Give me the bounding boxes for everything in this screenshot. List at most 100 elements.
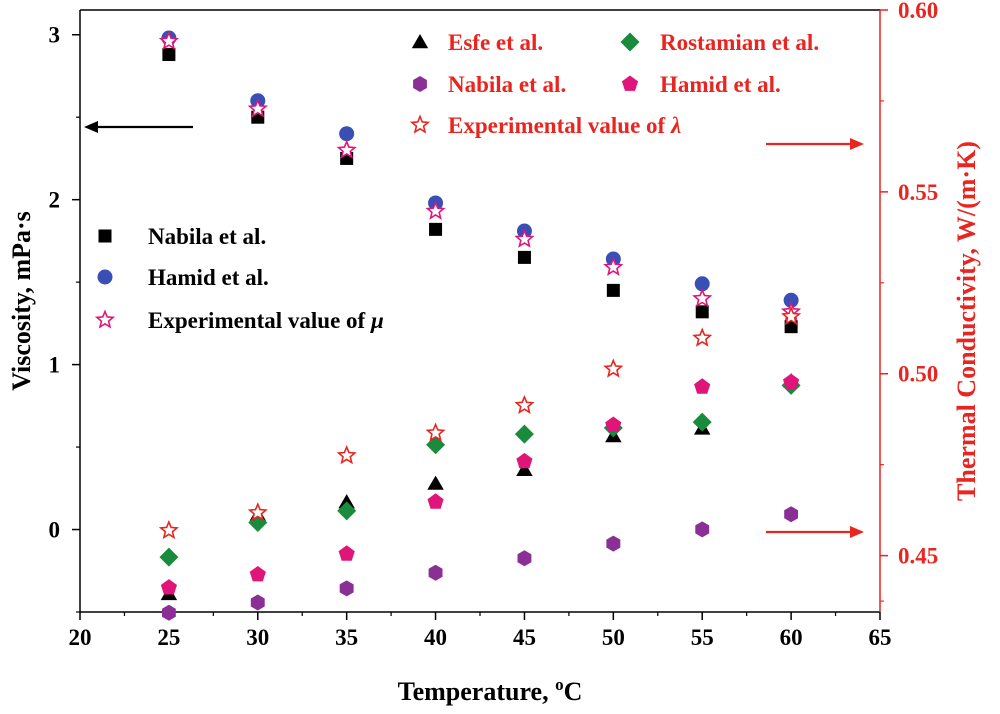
legend-label-text: Hamid et al.	[148, 265, 269, 290]
y-left-axis-title: Viscosity, mPa·s	[7, 211, 36, 391]
data-point	[158, 30, 179, 50]
annotation-layer	[84, 121, 864, 538]
y-right-tick-label: 0.45	[898, 544, 938, 569]
legend-marker	[413, 76, 427, 92]
y-right-tick-label: 0.50	[898, 362, 938, 387]
legend-label: Hamid et al.	[148, 265, 269, 290]
data-point	[160, 579, 177, 595]
legend-label: Hamid et al.	[660, 72, 781, 97]
x-axis-title: Temperature, oC	[398, 675, 583, 706]
data-point	[429, 222, 443, 236]
legend-label-text: Nabila et al.	[148, 224, 266, 249]
y-right-tick-label: 0.60	[898, 0, 938, 23]
legend-label: Nabila et al.	[148, 224, 266, 249]
data-point	[427, 475, 444, 490]
data-point	[338, 494, 355, 509]
data-point	[605, 416, 622, 432]
legend-label-text: Rostamian et al.	[660, 30, 819, 55]
data-point	[606, 283, 620, 297]
x-tick-label: 55	[691, 625, 714, 650]
data-point	[694, 276, 710, 292]
data-point	[337, 501, 357, 521]
arrow-head	[84, 121, 98, 133]
data-point	[425, 200, 446, 220]
series-3-triangle	[160, 373, 800, 601]
data-point	[517, 250, 531, 264]
data-point	[247, 98, 268, 118]
data-point	[603, 358, 624, 378]
legend-label-symbol: λ	[670, 113, 681, 138]
data-point	[783, 373, 800, 389]
data-point	[158, 519, 179, 540]
x-axis: 20 25 30 35 40 45 50 55 60 65 Temperature, oC	[69, 612, 892, 706]
y-left-tick-label: 3	[49, 23, 61, 48]
x-tick-label: 30	[246, 625, 269, 650]
data-point	[427, 493, 444, 509]
legend-marker	[411, 34, 429, 49]
series-6-pentagon	[160, 373, 800, 595]
data-point	[516, 461, 533, 476]
data-point	[516, 452, 533, 469]
y-left-tick-label: 0	[49, 518, 61, 543]
data-point	[338, 545, 355, 561]
data-point	[692, 412, 712, 432]
y-left-axis: 0 1 2 3 Viscosity, mPa·s	[7, 23, 80, 613]
data-point	[159, 547, 179, 567]
y-left-tick-label: 1	[49, 353, 61, 378]
series-7-star-open	[158, 306, 802, 540]
y-left-tick-label: 2	[49, 188, 61, 213]
data-point	[426, 435, 446, 455]
legend-marker	[94, 309, 116, 329]
x-tick-label: 25	[157, 625, 180, 650]
legend-label-text: Esfe et al.	[448, 30, 543, 55]
series-5-hexagon	[162, 506, 798, 621]
legend-marker	[97, 269, 113, 285]
data-point	[425, 422, 446, 442]
data-point	[694, 378, 711, 394]
legend-marker	[620, 32, 640, 52]
arrow-head	[850, 526, 864, 538]
data-point	[249, 566, 266, 582]
legend-label-text: Hamid et al.	[660, 72, 781, 97]
x-tick-label: 50	[602, 625, 625, 650]
x-tick-label: 40	[424, 625, 447, 650]
arrow-left-axis	[84, 121, 193, 133]
data-point	[339, 580, 354, 597]
data-point	[784, 320, 798, 334]
legend-label: Esfe et al.	[448, 30, 543, 55]
legend-label-text: Experimental value of	[148, 308, 371, 333]
data-point	[428, 564, 443, 581]
legend-marker	[98, 229, 112, 243]
x-axis-title-sup: o	[555, 675, 564, 694]
data-point	[514, 394, 535, 415]
series-layer	[158, 30, 802, 621]
legend-right: Esfe et al. Rostamian et al. Nabila et al.…	[409, 30, 819, 138]
legend-marker	[621, 75, 639, 91]
legend-left: Nabila et al. Hamid et al. Experimental va…	[94, 224, 384, 333]
y-right-axis: 0.45 0.50 0.55 0.60 Thermal Conductivity, W/…	[880, 0, 981, 602]
data-point	[695, 521, 710, 538]
data-point	[162, 604, 176, 621]
legend-label-symbol: μ	[370, 308, 384, 333]
x-axis-title-text: Temperature,	[398, 677, 555, 706]
data-point	[514, 424, 534, 444]
x-tick-label: 20	[69, 625, 92, 650]
arrow-right-axis-lower	[766, 526, 864, 538]
data-point	[783, 292, 799, 308]
legend-label: Nabila et al.	[448, 72, 566, 97]
data-point	[336, 139, 357, 159]
legend-label: Experimental value of μ	[148, 308, 384, 333]
legend-label: Rostamian et al.	[660, 30, 819, 55]
series-2-star-open	[158, 30, 802, 321]
series-4-diamond	[159, 375, 801, 567]
x-tick-label: 45	[513, 625, 536, 650]
data-point	[695, 305, 709, 319]
series-1-circle	[161, 30, 799, 308]
x-tick-label: 60	[780, 625, 803, 650]
data-point	[162, 48, 176, 62]
x-axis-title-unit: C	[564, 677, 583, 706]
data-point	[603, 256, 624, 276]
data-point	[250, 594, 265, 611]
legend-marker	[409, 114, 431, 134]
